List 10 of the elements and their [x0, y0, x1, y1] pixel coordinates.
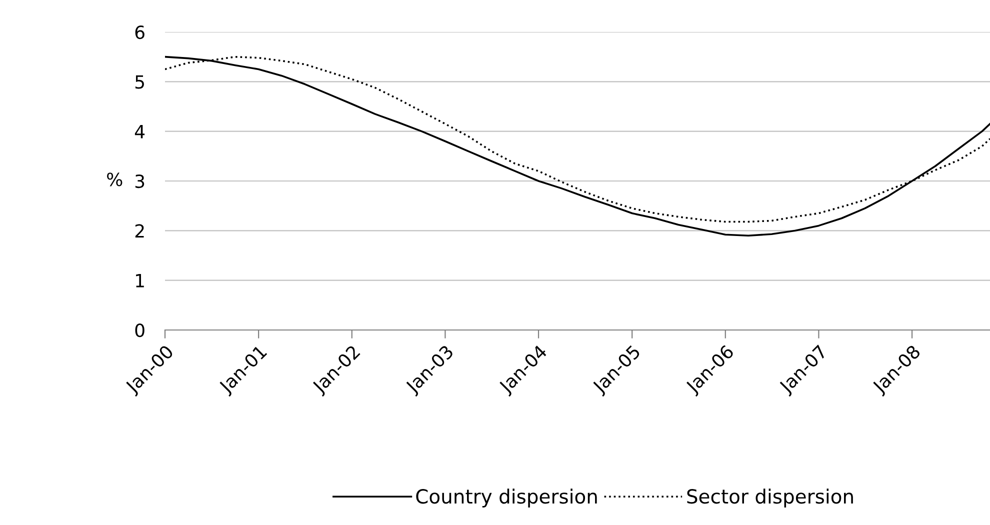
y-tick-label: 5	[135, 75, 144, 89]
y-tick-label: 4	[134, 125, 145, 138]
legend-label: Country dispersion	[416, 488, 597, 508]
y-tick-label: 6	[135, 25, 144, 40]
y-tick-label: 1	[136, 274, 144, 288]
y-tick-label: 3	[135, 174, 144, 188]
y-tick-label: 2	[135, 224, 144, 238]
y-tick-label: 0	[135, 323, 144, 338]
legend-label: Sector dispersion	[687, 488, 853, 508]
y-axis-title: %	[107, 172, 122, 186]
